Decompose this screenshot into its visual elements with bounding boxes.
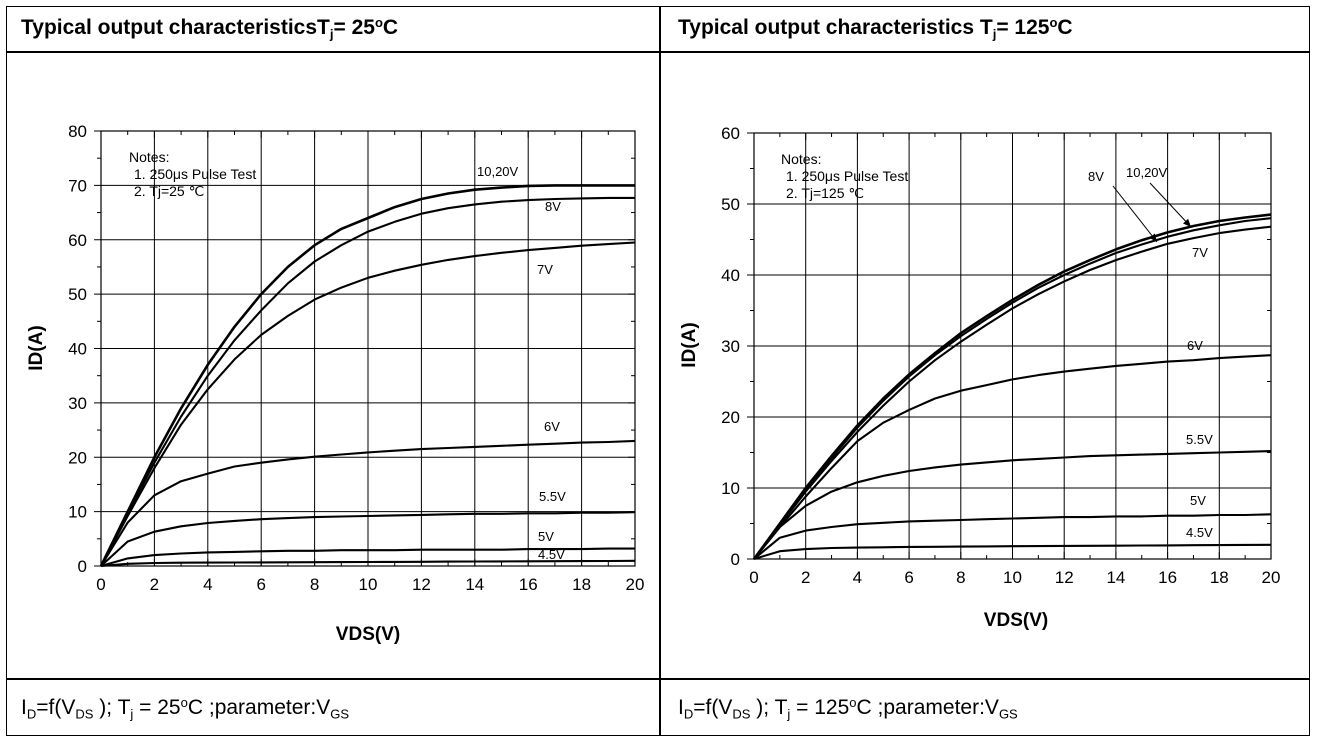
notes-text: 2. Tj=25 ℃ — [134, 183, 204, 199]
arrow-head — [1149, 233, 1157, 242]
series-line — [753, 450, 1272, 560]
series-label: 5.5V — [1186, 432, 1213, 447]
series-label: 10,20V — [477, 164, 519, 179]
series-label: 5.5V — [539, 489, 566, 504]
series-label: 6V — [544, 419, 560, 434]
x-tick-label: 14 — [465, 575, 484, 594]
y-tick-label: 20 — [721, 408, 740, 427]
x-tick-label: 20 — [1262, 568, 1281, 587]
y-axis-label: ID(A) — [26, 325, 47, 370]
y-tick-label: 40 — [68, 340, 87, 359]
y-tick-label: 80 — [68, 122, 87, 141]
y-tick-label: 10 — [721, 479, 740, 498]
x-tick-label: 20 — [626, 575, 645, 594]
series-label: 4.5V — [538, 547, 565, 562]
y-tick-label: 0 — [78, 557, 87, 576]
y-tick-label: 10 — [68, 503, 87, 522]
x-tick-label: 14 — [1106, 568, 1125, 587]
header-right: Typical output characteristics Tj= 125oC — [678, 15, 1073, 42]
y-tick-label: 40 — [721, 266, 740, 285]
series-label: 5V — [1190, 493, 1206, 508]
x-axis-label: VDS(V) — [984, 610, 1048, 631]
notes-text: 1. 250μs Pulse Test — [134, 166, 256, 182]
x-tick-label: 0 — [96, 575, 105, 594]
y-tick-label: 70 — [68, 176, 87, 195]
figure-table: Typical output characteristicsTj= 25oC T… — [6, 6, 1310, 736]
y-tick-label: 30 — [68, 394, 87, 413]
y-tick-label: 60 — [721, 124, 740, 143]
series-line — [100, 511, 636, 567]
notes-text: Notes: — [781, 151, 821, 167]
series-line — [100, 547, 635, 568]
footer-divider — [7, 678, 1309, 680]
x-tick-label: 12 — [1055, 568, 1074, 587]
x-tick-label: 8 — [310, 575, 319, 594]
series-label: 8V — [1088, 169, 1104, 184]
x-tick-label: 18 — [572, 575, 591, 594]
column-divider — [659, 7, 661, 735]
y-tick-label: 20 — [68, 448, 87, 467]
series-line — [752, 213, 1272, 560]
series-line — [753, 513, 1272, 560]
series-label: 8V — [545, 199, 561, 214]
x-tick-label: 18 — [1210, 568, 1229, 587]
series-line — [100, 439, 636, 567]
arrow-head — [1182, 218, 1191, 227]
footer-left: ID=f(VDS ); Tj = 25oC ;parameter:VGS — [21, 695, 350, 722]
x-axis-label: VDS(V) — [336, 624, 400, 645]
series-label: 4.5V — [1186, 525, 1213, 540]
series-label: 5V — [538, 529, 554, 544]
x-tick-label: 12 — [412, 575, 431, 594]
footer-right: ID=f(VDS ); Tj = 125oC ;parameter:VGS — [678, 695, 1018, 722]
series-label: 10,20V — [1126, 165, 1168, 180]
y-axis-label: ID(A) — [679, 322, 700, 367]
x-tick-label: 8 — [956, 568, 965, 587]
x-tick-label: 2 — [150, 575, 159, 594]
series-line — [753, 354, 1272, 560]
header-divider — [7, 51, 1309, 53]
y-tick-label: 50 — [68, 285, 87, 304]
notes-text: 1. 250μs Pulse Test — [786, 168, 908, 184]
series-line — [753, 543, 1272, 561]
y-tick-label: 60 — [68, 231, 87, 250]
header-left: Typical output characteristicsTj= 25oC — [21, 15, 399, 42]
series-label: 7V — [537, 262, 553, 277]
x-tick-label: 16 — [1158, 568, 1177, 587]
series-label: 6V — [1187, 338, 1203, 353]
series-label: 7V — [1192, 245, 1208, 260]
x-tick-label: 6 — [256, 575, 265, 594]
x-tick-label: 4 — [203, 575, 212, 594]
series-line — [753, 225, 1272, 560]
x-tick-label: 6 — [904, 568, 913, 587]
y-tick-label: 50 — [721, 195, 740, 214]
label-arrow — [1112, 185, 1158, 243]
x-tick-label: 2 — [801, 568, 810, 587]
notes-text: Notes: — [129, 149, 169, 165]
y-tick-label: 0 — [731, 550, 740, 569]
y-tick-label: 30 — [721, 337, 740, 356]
series-line — [753, 217, 1272, 560]
x-tick-label: 0 — [749, 568, 758, 587]
x-tick-label: 10 — [359, 575, 378, 594]
x-tick-label: 16 — [519, 575, 538, 594]
series-line — [100, 241, 636, 567]
series-line — [100, 196, 635, 567]
label-arrow — [1149, 182, 1192, 228]
series-line — [100, 559, 636, 568]
x-tick-label: 4 — [853, 568, 862, 587]
x-tick-label: 10 — [1003, 568, 1022, 587]
series-line — [99, 184, 635, 567]
notes-text: 2. Tj=125 ℃ — [786, 185, 864, 201]
